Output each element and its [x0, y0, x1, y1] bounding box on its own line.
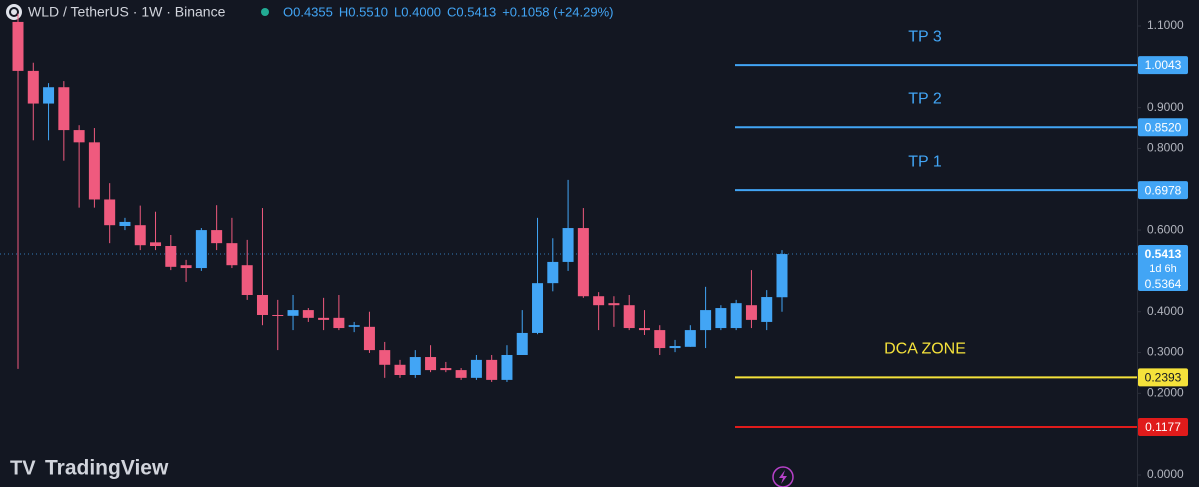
y-tick-label: 0.4000 [1147, 304, 1184, 318]
y-tick-label: 0.6000 [1147, 222, 1184, 236]
candle-body [638, 328, 650, 331]
candle-body [623, 305, 635, 329]
candle-body [730, 303, 742, 329]
y-tick-label: 1.1000 [1147, 18, 1184, 32]
candle-body [608, 303, 620, 306]
symbol: WLD / TetherUS · 1W · Binance [28, 4, 226, 20]
candle-body [150, 242, 162, 247]
candle-body [226, 243, 238, 266]
candle-body [211, 230, 223, 244]
candle-body [745, 305, 757, 320]
countdown: 1d 6h [1149, 263, 1177, 275]
y-tick-label: 0.2000 [1147, 386, 1184, 400]
lightning-bolt [779, 470, 787, 484]
candle-body [654, 330, 666, 349]
candle-body [516, 332, 528, 355]
candle-body [134, 225, 146, 246]
candle-body [12, 21, 24, 71]
level-name: TP 3 [908, 28, 942, 45]
candle-body [684, 330, 696, 347]
candle-body [104, 199, 116, 226]
ohlc-value: L0.4000 [394, 4, 441, 19]
price-tag [1138, 56, 1188, 75]
change: +0.1058 (+24.29%) [502, 4, 613, 19]
candle-body [302, 310, 314, 318]
candle-body [119, 221, 131, 227]
price-tag [1138, 417, 1188, 436]
price-tag [1138, 118, 1188, 137]
symbol-icon [6, 4, 22, 20]
level-name: TP 2 [908, 90, 942, 107]
candle-body [577, 228, 589, 297]
candle-body [165, 246, 177, 267]
candle-body [455, 370, 467, 378]
candle-body [425, 357, 437, 371]
candle-body [501, 354, 513, 380]
symbol-icon-inner [9, 7, 19, 17]
candle-body [593, 296, 605, 306]
lightning-icon[interactable] [772, 466, 794, 487]
candle-body [409, 357, 421, 375]
candle-body [669, 346, 681, 349]
ohlc-value: C0.5413 [447, 4, 496, 19]
brand: TradingView [45, 457, 169, 480]
candle-body [379, 350, 391, 365]
last-price-label: 0.5413 [1145, 247, 1182, 261]
brand-logo: TV [10, 457, 36, 479]
price-tag-label: 0.2393 [1145, 370, 1182, 384]
candle-body [256, 294, 268, 315]
candle-body [547, 261, 559, 284]
candle-body [195, 230, 207, 269]
candle-body [440, 368, 452, 371]
candle-body [333, 317, 345, 329]
price-tag [1138, 368, 1188, 387]
candle-body [318, 317, 330, 320]
candle-body [394, 364, 406, 375]
price-tag-label: 0.8520 [1145, 120, 1182, 134]
last-price-tag [1138, 245, 1188, 292]
level-name: DCA ZONE [884, 341, 966, 358]
candle-body [27, 70, 39, 104]
status-dot [261, 8, 269, 16]
price-tag-label: 0.6978 [1145, 183, 1182, 197]
candle-body [73, 130, 85, 143]
candle-body [715, 308, 727, 329]
candle-body [43, 87, 55, 104]
candle-body [180, 265, 192, 269]
candle-body [348, 325, 360, 327]
y-tick-label: 0.0000 [1147, 467, 1184, 481]
y-tick-label: 0.3000 [1147, 345, 1184, 359]
ohlc: O0.4355 H0.5510 L0.4000 C0.5413 +0.1058 (+24… [283, 4, 614, 19]
candle-body [241, 265, 253, 295]
level-name: TP 1 [908, 153, 942, 170]
plot: TP 3 TP 2 TP 1 DCA ZONE [0, 13, 1137, 428]
candle-body [88, 142, 100, 200]
mark-price-label: 0.5364 [1145, 277, 1182, 291]
candle-body [776, 254, 788, 298]
candle-body [272, 314, 284, 316]
price-tag [1138, 181, 1188, 200]
price-tag-label: 1.0043 [1145, 58, 1182, 72]
candle-body [287, 310, 299, 316]
candle-body [532, 283, 544, 333]
candle-body [700, 310, 712, 331]
candle-body [58, 87, 70, 131]
candle-body [562, 228, 574, 262]
price-tag-label: 0.1177 [1145, 420, 1181, 434]
y-tick-label: 0.9000 [1147, 100, 1184, 114]
candle-body [470, 359, 482, 378]
y-tick-label: 0.8000 [1147, 141, 1184, 155]
candle-body [486, 359, 498, 380]
candle-body [363, 326, 375, 351]
ohlc-value: O0.4355 [283, 4, 333, 19]
ohlc-value: H0.5510 [339, 4, 388, 19]
candle-body [761, 297, 773, 322]
